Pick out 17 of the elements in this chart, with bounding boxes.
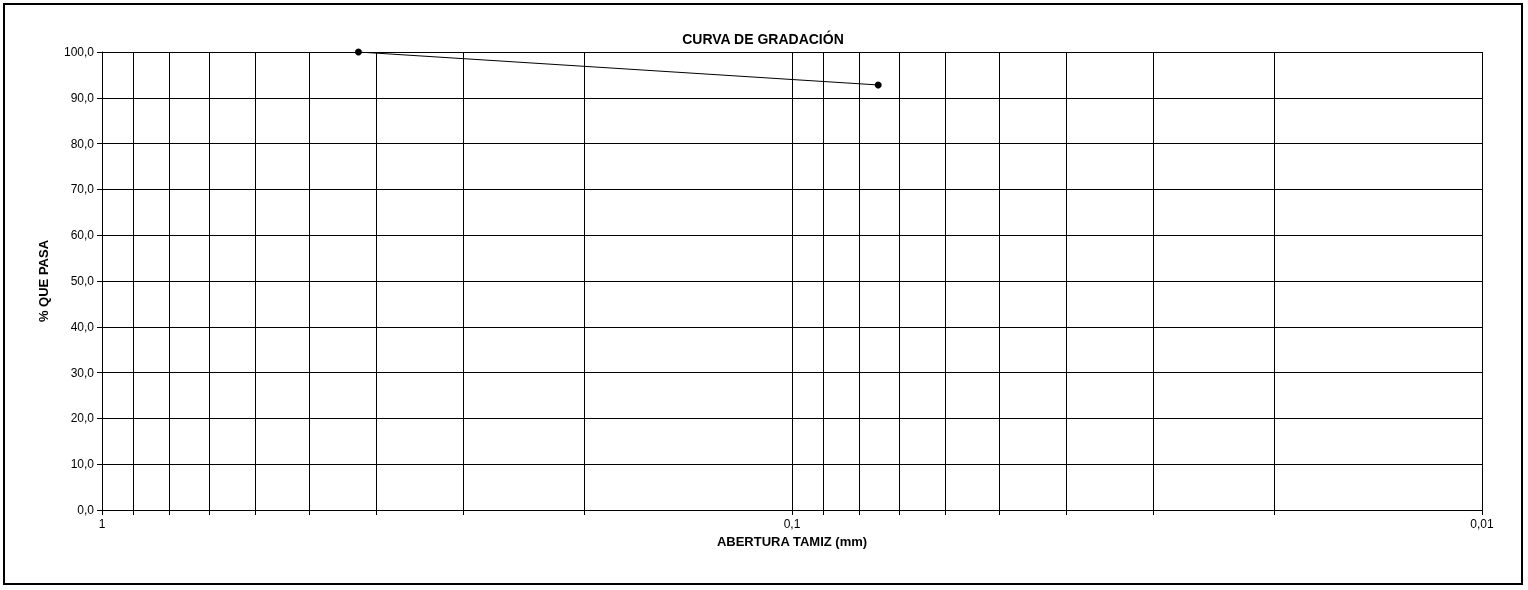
y-tick-label: 30,0 (70, 365, 95, 380)
y-tick-label: 0,0 (77, 503, 95, 517)
y-tick-label: 90,0 (70, 90, 95, 105)
y-tick-label: 70,0 (70, 182, 95, 197)
y-tick-label: 50,0 (70, 274, 95, 288)
chart-title: CURVA DE GRADACIÓN (682, 30, 844, 47)
y-tick-label: 10,0 (70, 457, 95, 472)
y-tick-label: 100,0 (63, 45, 95, 59)
y-tick-label: 40,0 (70, 319, 95, 334)
x-tick-label: 0,01 (1470, 517, 1494, 531)
y-tick-label: 20,0 (70, 411, 95, 426)
x-tick-label: 1 (98, 517, 106, 531)
y-tick-label: 60,0 (70, 228, 95, 243)
x-tick-label: 0,1 (783, 517, 801, 531)
y-tick-label: 80,0 (70, 136, 95, 151)
x-axis-title: ABERTURA TAMIZ (mm) (716, 533, 868, 549)
y-axis-title: % QUE PASA (36, 239, 51, 323)
